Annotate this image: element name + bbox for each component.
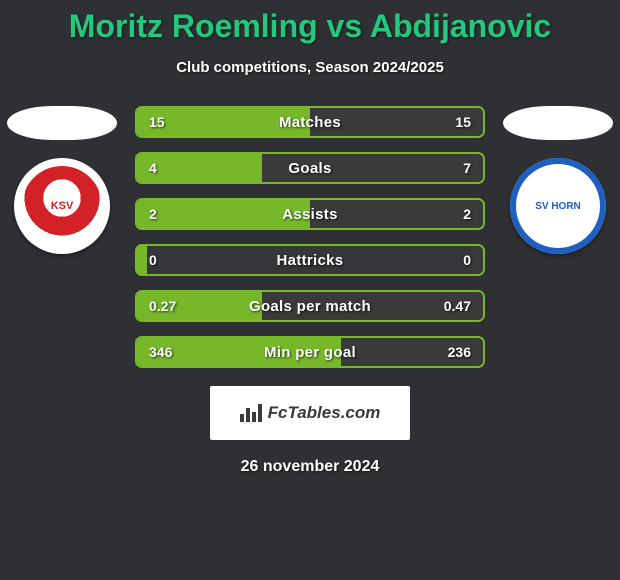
right-club-short: SV HORN [535, 201, 581, 212]
fctables-label: FcTables.com [268, 403, 381, 423]
subtitle: Club competitions, Season 2024/2025 [0, 59, 620, 76]
stat-row: 15 Matches 15 [135, 106, 485, 138]
stat-row: 0.27 Goals per match 0.47 [135, 290, 485, 322]
stats-column: 15 Matches 15 4 Goals 7 2 Assists 2 0 Hattricks 0 0.… [135, 106, 485, 368]
stat-value-left: 0.27 [137, 298, 176, 314]
infographic-container: Moritz Roemling vs Abdijanovic Club comp… [0, 0, 620, 476]
stat-value-right: 15 [455, 114, 483, 130]
left-club-badge: KSV [14, 158, 110, 254]
stat-row: 2 Assists 2 [135, 198, 485, 230]
stat-label: Goals per match [249, 298, 371, 315]
stat-label: Matches [279, 114, 341, 131]
stat-value-right: 2 [463, 206, 483, 222]
player2-name: Abdijanovic [370, 8, 551, 44]
date-line: 26 november 2024 [0, 458, 620, 476]
bar-chart-icon [240, 404, 262, 422]
stat-value-right: 236 [448, 344, 483, 360]
left-side-col: KSV [7, 106, 117, 254]
stat-label: Min per goal [264, 344, 356, 361]
right-side-col: SV HORN [503, 106, 613, 254]
stat-row: 0 Hattricks 0 [135, 244, 485, 276]
stat-row: 4 Goals 7 [135, 152, 485, 184]
player1-name: Moritz Roemling [69, 8, 318, 44]
stat-value-right: 0.47 [444, 298, 483, 314]
stat-value-right: 7 [463, 160, 483, 176]
left-club-short: KSV [51, 200, 74, 212]
stat-value-left: 0 [137, 252, 157, 268]
page-title: Moritz Roemling vs Abdijanovic [0, 8, 620, 45]
fctables-badge: FcTables.com [210, 386, 410, 440]
right-club-badge: SV HORN [510, 158, 606, 254]
stat-value-left: 4 [137, 160, 157, 176]
stat-value-left: 2 [137, 206, 157, 222]
player2-silhouette [503, 106, 613, 140]
stat-label: Hattricks [277, 252, 344, 269]
player1-silhouette [7, 106, 117, 140]
stat-row: 346 Min per goal 236 [135, 336, 485, 368]
stat-label: Goals [288, 160, 331, 177]
main-row: KSV 15 Matches 15 4 Goals 7 2 Assists 2 0 Hattrick… [0, 106, 620, 368]
stat-label: Assists [282, 206, 337, 223]
stat-value-left: 346 [137, 344, 172, 360]
vs-label: vs [327, 8, 363, 44]
stat-value-right: 0 [463, 252, 483, 268]
stat-value-left: 15 [137, 114, 165, 130]
